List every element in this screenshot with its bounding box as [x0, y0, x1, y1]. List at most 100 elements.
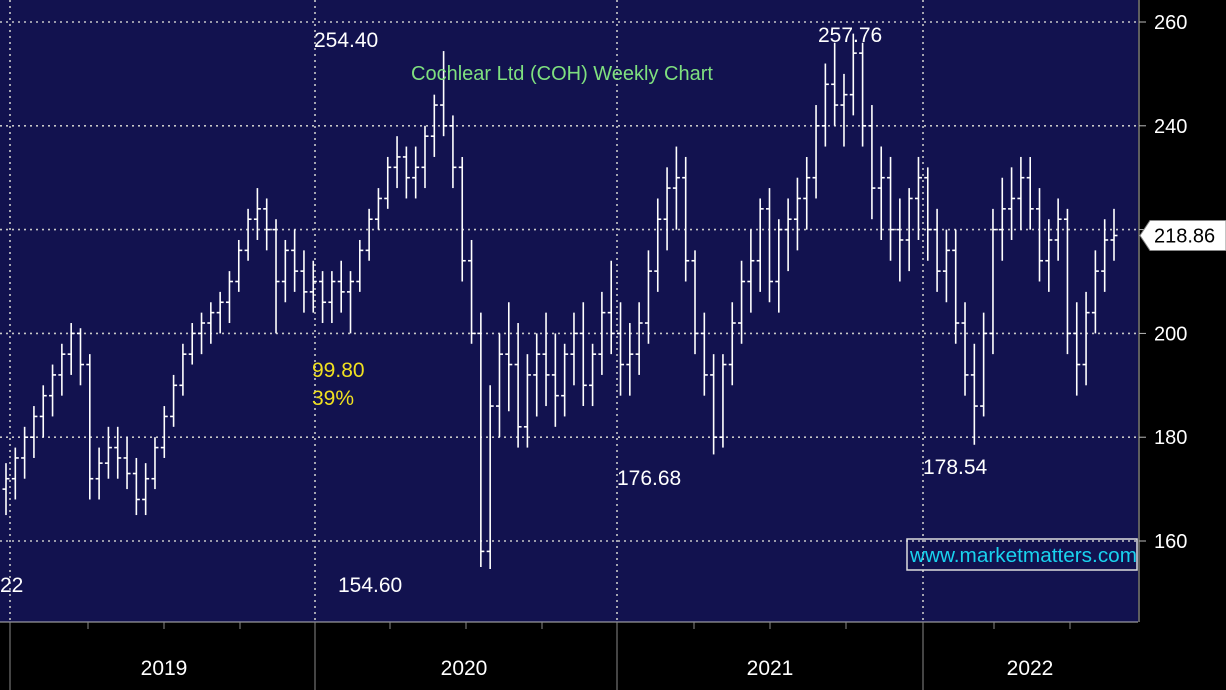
ohlc-bar — [728, 302, 736, 386]
ohlc-bar — [793, 177, 801, 251]
ohlc-bar — [67, 323, 75, 375]
ohlc-bar — [747, 229, 755, 313]
ohlc-bar — [579, 302, 587, 407]
grid-lines — [0, 0, 1138, 622]
ohlc-bar — [644, 250, 652, 344]
ohlc-bar — [551, 333, 559, 427]
ohlc-bar — [374, 188, 382, 230]
x-axis: 2019 2020 2021 2022 — [9, 622, 1071, 690]
ohlc-bar — [756, 198, 764, 292]
ohlc-bar — [859, 42, 867, 147]
ohlc-bar — [523, 354, 531, 448]
ohlc-bar — [170, 374, 178, 427]
y-tick-label: 260 — [1154, 12, 1187, 34]
ohlc-bar — [738, 260, 746, 344]
watermark-text: www.marketmatters.com — [909, 545, 1137, 567]
ohlc-bar — [924, 167, 932, 261]
ohlc-bar — [765, 188, 773, 303]
ohlc-bar — [486, 385, 494, 570]
ohlc-bar — [1017, 156, 1025, 230]
ohlc-bar — [840, 73, 848, 147]
ohlc-bar — [654, 198, 662, 292]
ohlc-bar — [235, 239, 243, 292]
last-price-box — [1139, 220, 1226, 252]
ohlc-bar — [142, 463, 150, 516]
ohlc-bar — [1063, 208, 1071, 355]
ohlc-bar — [225, 271, 233, 324]
ohlc-bar — [402, 146, 410, 199]
ohlc-bar — [663, 167, 671, 251]
watermark: www.marketmatters.com — [906, 538, 1138, 571]
ohlc-bar — [393, 136, 401, 189]
x-tick-label: 2021 — [747, 657, 794, 680]
x-tick-label: 2019 — [141, 657, 188, 680]
ohlc-bar — [1054, 198, 1062, 261]
ohlc-bar — [589, 343, 597, 407]
ohlc-bar — [952, 229, 960, 344]
ohlc-bar — [570, 312, 578, 386]
y-tick-label: 200 — [1154, 323, 1187, 345]
chart-title: Cochlear Ltd (COH) Weekly Chart — [411, 63, 713, 85]
ohlc-bar — [1026, 156, 1034, 230]
ohlc-bar — [132, 457, 140, 516]
ohlc-bar — [207, 302, 215, 344]
ohlc-bar — [458, 156, 466, 282]
ohlc-bar — [76, 328, 84, 386]
ohlc-bar — [477, 312, 485, 567]
ohlc-bar — [198, 312, 206, 355]
ohlc-bar — [514, 323, 522, 448]
ohlc-bar — [719, 354, 727, 448]
ohlc-bar — [365, 208, 373, 261]
ohlc-bar — [887, 156, 895, 261]
ohlc-bar — [803, 156, 811, 230]
ohlc-bar — [244, 208, 252, 261]
ohlc-bar — [710, 354, 718, 455]
ohlc-bar — [896, 198, 904, 282]
ohlc-bar — [914, 156, 922, 240]
ohlc-bar — [877, 146, 885, 240]
ohlc-bar — [542, 312, 550, 407]
ohlc-bar — [468, 239, 476, 344]
ohlc-bar — [179, 343, 187, 396]
ohlc-bar — [300, 250, 308, 313]
ohlc-bar — [104, 426, 112, 479]
ohlc-bar — [980, 312, 988, 417]
ohlc-bar — [682, 156, 690, 282]
ohlc-bar — [309, 260, 317, 313]
ohlc-bar — [1101, 219, 1109, 292]
last-price-label: 218.86 — [1154, 226, 1215, 248]
ohlc-bar — [812, 105, 820, 199]
ohlc-bar — [449, 115, 457, 189]
ohlc-bar — [11, 447, 19, 500]
ohlc-bar — [561, 343, 569, 417]
ohlc-bar — [700, 312, 708, 396]
ohlc-bar — [356, 239, 364, 292]
ohlc-bar — [961, 302, 969, 396]
ohlc-bar — [151, 437, 159, 490]
ohlc-bar — [1073, 302, 1081, 396]
ohlc-bar — [384, 156, 392, 209]
ohlc-bar — [263, 198, 271, 251]
plot-area — [0, 0, 1138, 622]
annotation-low-2022: 178.54 — [923, 456, 988, 479]
y-tick-label: 180 — [1154, 427, 1187, 449]
annotation-low-2020: 154.60 — [338, 574, 402, 597]
ohlc-bar — [1008, 167, 1016, 240]
y-tick-label: 160 — [1154, 531, 1187, 553]
ohlc-bar — [533, 333, 541, 417]
ohlc-bar — [1082, 291, 1090, 386]
ohlc-bar — [21, 426, 29, 479]
ohlc-bar — [849, 33, 857, 116]
ohlc-bar — [635, 302, 643, 375]
annotation-high-2020: 254.40 — [314, 29, 378, 52]
ohlc-bar — [831, 42, 839, 126]
x-tick-label: 2022 — [1007, 657, 1054, 680]
ohlc-bar — [784, 198, 792, 272]
annotation-drop-percent: 39% — [312, 387, 354, 410]
ohlc-bar — [328, 271, 336, 324]
ohlc-bar — [39, 385, 47, 438]
last-price-marker: 218.86 — [1139, 220, 1226, 252]
ohlc-bar — [49, 364, 57, 417]
ohlc-bar — [421, 125, 429, 189]
